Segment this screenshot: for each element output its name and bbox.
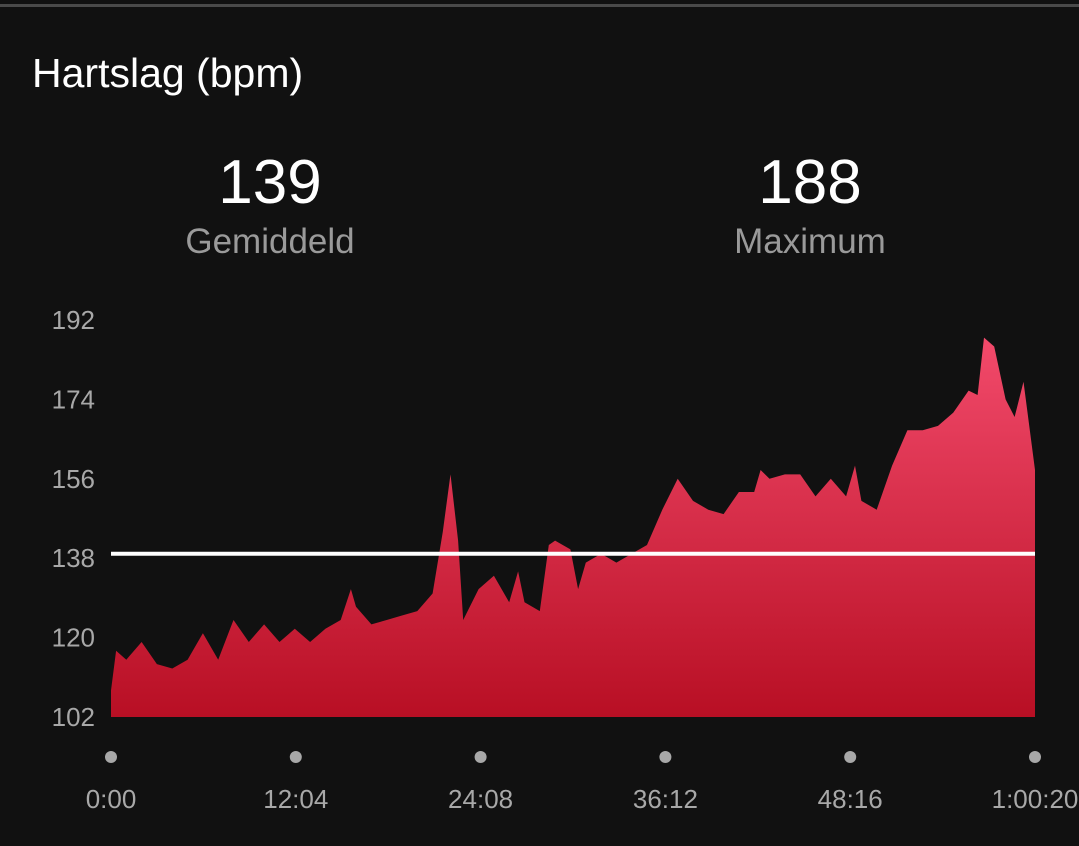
maximum-stat: 188 Maximum [660, 148, 960, 262]
maximum-value: 188 [758, 148, 862, 217]
x-tick-label: 1:00:20 [992, 784, 1079, 814]
x-tick-dot [105, 751, 117, 763]
x-tick-dot [844, 751, 857, 763]
x-tick-dot [659, 751, 672, 763]
x-tick-label: 36:12 [633, 784, 698, 814]
average-stat: 139 Gemiddeld [120, 148, 420, 262]
y-tick-label: 102 [52, 702, 95, 732]
x-tick-dot [1029, 751, 1041, 763]
x-tick-label: 24:08 [448, 784, 513, 814]
average-value: 139 [218, 148, 322, 217]
y-tick-label: 120 [52, 623, 95, 653]
maximum-label: Maximum [734, 222, 886, 261]
y-tick-label: 192 [52, 305, 95, 335]
page-title: Hartslag (bpm) [32, 50, 304, 96]
y-tick-label: 156 [52, 464, 95, 494]
y-tick-label: 174 [52, 384, 95, 414]
x-tick-label: 48:16 [818, 784, 883, 814]
x-tick-label: 0:00 [86, 784, 137, 814]
y-tick-label: 138 [52, 543, 95, 573]
top-divider [0, 4, 1079, 7]
average-label: Gemiddeld [185, 222, 355, 261]
x-tick-dot [474, 751, 487, 763]
x-tick-label: 12:04 [263, 784, 328, 814]
heart-rate-area [111, 337, 1035, 717]
x-tick-dot [289, 751, 302, 763]
